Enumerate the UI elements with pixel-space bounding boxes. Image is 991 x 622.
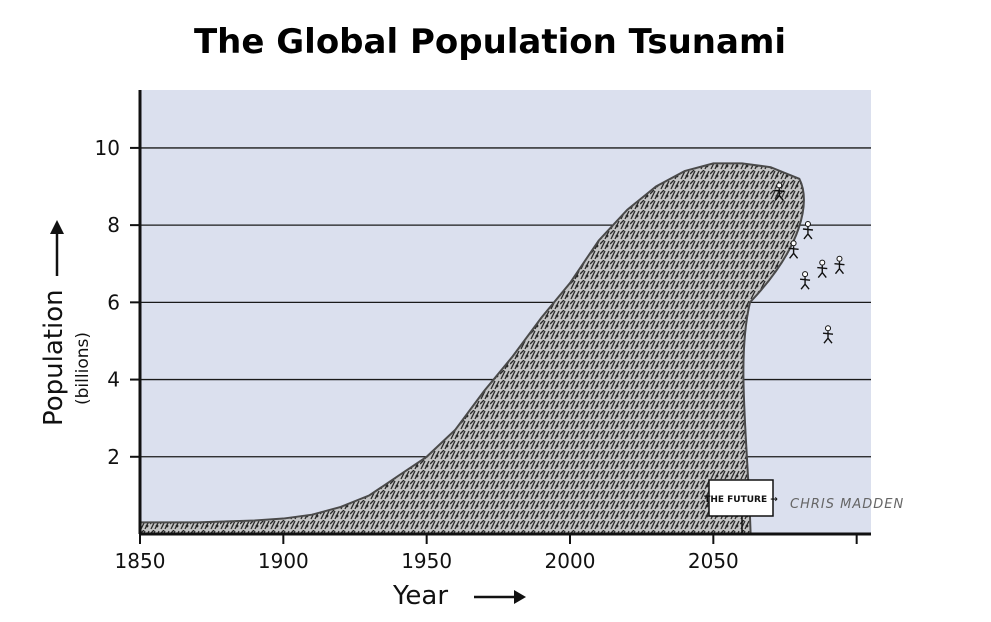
chart-title: The Global Population Tsunami [194,22,786,62]
x-axis-label: Year [392,581,448,611]
y-tick-label: 6 [107,290,120,314]
y-tick-label: 4 [107,368,120,392]
x-tick-label: 2000 [545,549,596,573]
x-ticks: 1850 1900 1950 2000 2050 [115,534,858,573]
x-arrow-icon [474,590,526,604]
artist-signature: CHRIS MADDEN [790,497,904,512]
y-tick-label: 2 [107,445,120,469]
x-tick-label: 2050 [688,549,739,573]
falling-person-icon [788,240,799,259]
x-tick-label: 1900 [258,549,309,573]
future-sign: THE FUTURE → [704,479,778,534]
population-wave-shade [140,163,804,535]
falling-person-icon [817,259,828,279]
y-tick-label: 8 [107,213,120,237]
falling-person-icon [774,182,785,201]
y-tick-label: 10 [95,136,120,160]
falling-person-icon [834,255,845,275]
y-axis-label: Population [39,289,69,426]
falling-person-icon [822,325,834,344]
falling-person-icon [802,220,814,240]
y-ticks: 2 4 6 8 10 [95,136,140,469]
y-arrow-icon [50,220,64,276]
x-tick-label: 1850 [115,549,166,573]
x-tick-label: 1950 [401,549,452,573]
population-wave-area [139,162,805,535]
future-sign-text: THE FUTURE → [704,495,778,505]
y-axis-sublabel: (billions) [73,332,93,405]
falling-person-icon [799,271,811,290]
population-wave [139,162,845,535]
